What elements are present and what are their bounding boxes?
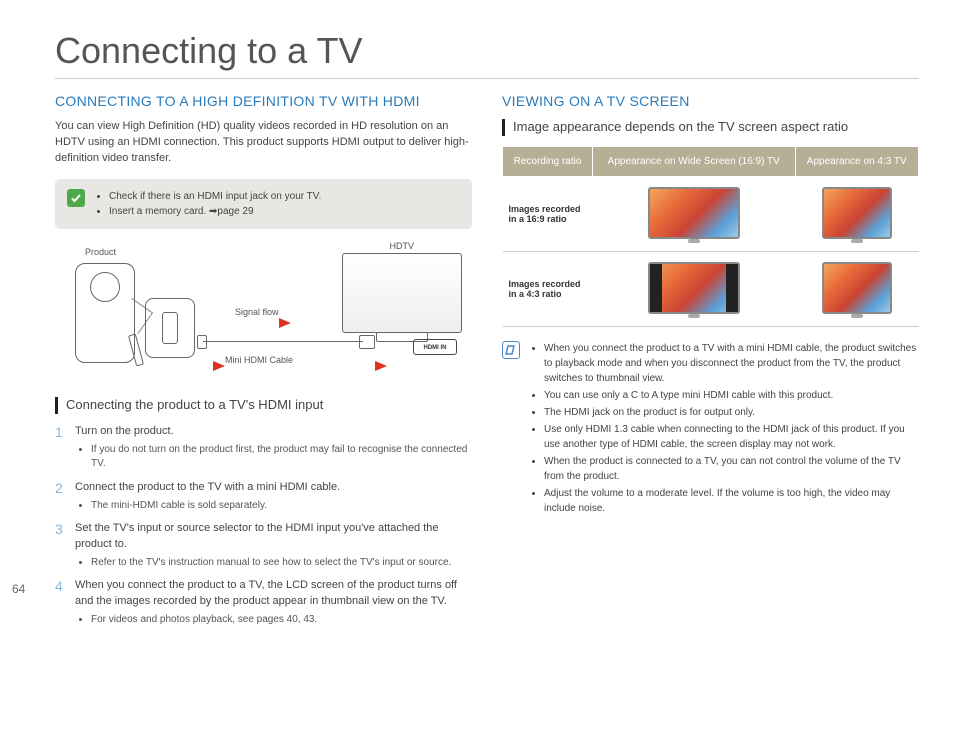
hdmi-heading: CONNECTING TO A HIGH DEFINITION TV WITH … bbox=[55, 93, 472, 109]
step-3: 3 Set the TV's input or source selector … bbox=[55, 521, 472, 570]
right-column: VIEWING ON A TV SCREEN Image appearance … bbox=[502, 93, 919, 636]
th-ratio: Recording ratio bbox=[503, 146, 593, 176]
label-signal: Signal flow bbox=[235, 307, 279, 317]
step-4: 4 When you connect the product to a TV, … bbox=[55, 578, 472, 627]
thumb-4-3-43 bbox=[822, 262, 892, 314]
check-box: Check if there is an HDMI input jack on … bbox=[55, 179, 472, 229]
th-43: Appearance on 4:3 TV bbox=[795, 146, 919, 176]
viewing-sub-heading: Image appearance depends on the TV scree… bbox=[502, 119, 919, 136]
check-icon bbox=[67, 189, 85, 207]
cable-plug-left bbox=[197, 335, 207, 349]
note-icon bbox=[502, 341, 520, 359]
hdmi-port-callout bbox=[145, 298, 195, 358]
arrow-right-icon bbox=[375, 361, 387, 371]
step-text: Connect the product to the TV with a min… bbox=[75, 481, 340, 493]
connection-diagram: Product HDTV Signal flow Mini HDMI Cable… bbox=[55, 243, 472, 383]
notes-list: When you connect the product to a TV wit… bbox=[530, 341, 919, 518]
step-text: When you connect the product to a TV, th… bbox=[75, 579, 457, 607]
page-title: Connecting to a TV bbox=[55, 30, 919, 79]
check-list: Check if there is an HDMI input jack on … bbox=[95, 189, 321, 219]
thumb-4-3-wide bbox=[648, 262, 740, 314]
step-number: 2 bbox=[55, 480, 67, 513]
label-cable: Mini HDMI Cable bbox=[225, 355, 293, 365]
note-item: When you connect the product to a TV wit… bbox=[544, 341, 919, 386]
step-2: 2 Connect the product to the TV with a m… bbox=[55, 480, 472, 513]
cable-plug-right bbox=[359, 335, 375, 349]
step-text: Set the TV's input or source selector to… bbox=[75, 522, 439, 550]
step-sub: Refer to the TV's instruction manual to … bbox=[91, 556, 472, 571]
thumb-16-9-wide bbox=[648, 187, 740, 239]
note-item: Adjust the volume to a moderate level. I… bbox=[544, 486, 919, 516]
arrow-left-icon bbox=[213, 361, 225, 371]
viewing-heading: VIEWING ON A TV SCREEN bbox=[502, 93, 919, 109]
note-item: When the product is connected to a TV, y… bbox=[544, 454, 919, 484]
cable-line bbox=[203, 341, 363, 345]
th-wide: Appearance on Wide Screen (16:9) TV bbox=[593, 146, 796, 176]
note-item: The HDMI jack on the product is for outp… bbox=[544, 405, 919, 420]
row-label: Images recorded in a 16:9 ratio bbox=[503, 176, 593, 251]
step-number: 1 bbox=[55, 424, 67, 472]
step-number: 3 bbox=[55, 521, 67, 570]
tv-outline bbox=[342, 253, 462, 333]
steps: 1 Turn on the product. If you do not tur… bbox=[55, 424, 472, 628]
hdmi-in-badge: HDMI IN bbox=[413, 339, 457, 355]
row-label: Images recorded in a 4:3 ratio bbox=[503, 251, 593, 326]
aspect-ratio-table: Recording ratio Appearance on Wide Scree… bbox=[502, 146, 919, 327]
note-item: Use only HDMI 1.3 cable when connecting … bbox=[544, 422, 919, 452]
step-text: Turn on the product. bbox=[75, 425, 174, 437]
left-column: CONNECTING TO A HIGH DEFINITION TV WITH … bbox=[55, 93, 472, 636]
note-item: You can use only a C to A type mini HDMI… bbox=[544, 388, 919, 403]
page-number: 64 bbox=[12, 582, 25, 596]
notes-box: When you connect the product to a TV wit… bbox=[502, 341, 919, 518]
step-1: 1 Turn on the product. If you do not tur… bbox=[55, 424, 472, 472]
step-sub: For videos and photos playback, see page… bbox=[91, 613, 472, 628]
label-hdtv: HDTV bbox=[390, 241, 415, 251]
hdmi-intro: You can view High Definition (HD) qualit… bbox=[55, 119, 472, 167]
label-product: Product bbox=[85, 247, 116, 257]
hdmi-sub-heading: Connecting the product to a TV's HDMI in… bbox=[55, 397, 472, 414]
step-sub: If you do not turn on the product first,… bbox=[91, 443, 472, 472]
table-row: Images recorded in a 16:9 ratio bbox=[503, 176, 919, 251]
thumb-16-9-43 bbox=[822, 187, 892, 239]
check-item: Check if there is an HDMI input jack on … bbox=[109, 189, 321, 204]
step-number: 4 bbox=[55, 578, 67, 627]
table-row: Images recorded in a 4:3 ratio bbox=[503, 251, 919, 326]
signal-arrow-icon bbox=[279, 318, 291, 328]
step-sub: The mini-HDMI cable is sold separately. bbox=[91, 499, 472, 514]
check-item: Insert a memory card. ➡page 29 bbox=[109, 204, 321, 219]
